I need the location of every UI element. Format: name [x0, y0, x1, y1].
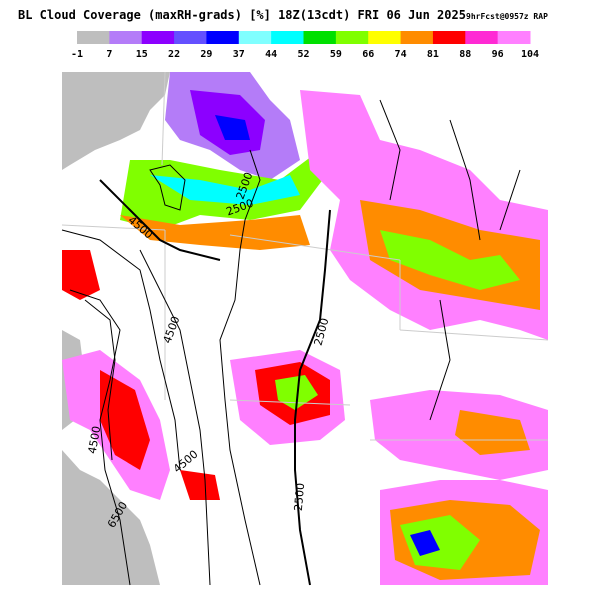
cloud-region [275, 375, 318, 410]
colorbar-tick-label: 81 [427, 49, 439, 60]
colorbar-swatch [432, 31, 466, 44]
cloud-region [180, 470, 220, 500]
contour-label: 2500 [292, 482, 307, 511]
colorbar-swatch [271, 31, 304, 44]
cloud-region [410, 530, 440, 556]
cloud-region [100, 370, 150, 470]
colorbar-tick-label: 52 [297, 49, 309, 60]
colorbar-swatch [465, 31, 499, 44]
map-title: BL Cloud Coverage (maxRH-grads) [%] 18Z(… [18, 8, 466, 22]
colorbar-tick-label: 29 [200, 49, 212, 60]
colorbar-tick-label: 7 [106, 49, 112, 60]
colorbar-tick-label: 104 [521, 49, 539, 60]
cloud-region [62, 250, 100, 300]
cloud-region [150, 175, 300, 205]
colorbar-tick-label: 88 [459, 49, 471, 60]
colorbar-swatch [77, 31, 110, 44]
colorbar-swatch [497, 31, 531, 44]
cloud-region [120, 120, 340, 230]
cloud-region [120, 215, 310, 250]
cloud-region [400, 515, 480, 570]
colorbar-tick-label: -1 [71, 49, 83, 60]
cloud-region [215, 115, 250, 140]
colorbar: -1 7 15 22 29 37 44 52 59 66 74 81 88 96 104 [71, 31, 539, 60]
colorbar-tick-label: 22 [168, 49, 180, 60]
colorbar-tick-label: 37 [233, 49, 245, 60]
colorbar-swatch [400, 31, 434, 44]
colorbar-swatch [368, 31, 402, 44]
colorbar-swatch [303, 31, 337, 44]
contours [61, 99, 521, 586]
colorbar-swatch [141, 31, 175, 44]
cloud-region [455, 410, 530, 455]
colorbar-tick-label: 66 [362, 49, 374, 60]
colorbar-swatch [335, 31, 369, 44]
colorbar-swatch [206, 31, 240, 44]
contour-label: 4500 [86, 425, 104, 455]
map [61, 71, 549, 586]
colorbar-tick-label: 44 [265, 49, 277, 60]
colorbar-tick-label: 96 [492, 49, 504, 60]
cloud-region [380, 230, 520, 290]
colorbar-swatch [109, 31, 143, 44]
state-border [61, 71, 549, 441]
forecast-label: 9hrFcst@0957z RAP [466, 12, 548, 21]
colorbar-swatch [238, 31, 272, 44]
colorbar-tick-label: 59 [330, 49, 342, 60]
gray-region [62, 450, 160, 585]
colorbar-swatch [174, 31, 207, 44]
gray-region [62, 72, 170, 170]
colorbar-tick-label: 74 [395, 49, 407, 60]
colorbar-tick-label: 15 [136, 49, 148, 60]
